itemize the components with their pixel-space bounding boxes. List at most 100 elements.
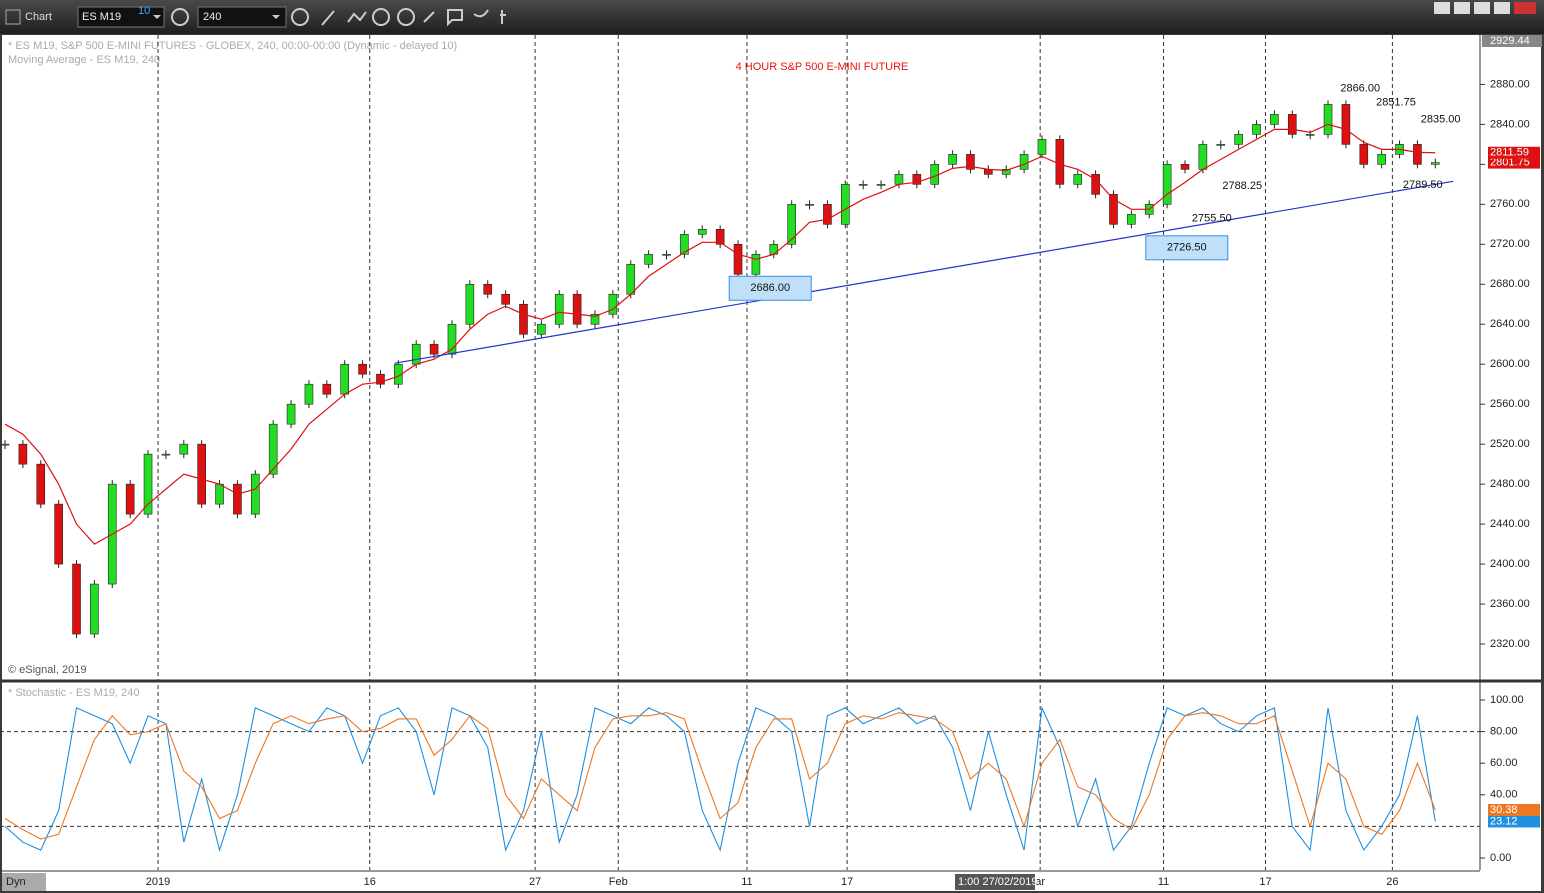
y-tick-label: 0.00 bbox=[1490, 852, 1511, 864]
annotation: 2866.00 bbox=[1340, 82, 1380, 94]
candle bbox=[376, 373, 385, 385]
candle bbox=[590, 313, 600, 325]
candle bbox=[429, 343, 439, 355]
last-value-label: 2801.75 bbox=[1490, 157, 1530, 169]
candle bbox=[1431, 162, 1440, 165]
symbol: ES M19 bbox=[82, 11, 121, 23]
chart-title: 4 HOUR S&P 500 E-MINI FUTURE bbox=[736, 61, 909, 73]
candle bbox=[143, 453, 153, 515]
candle bbox=[358, 363, 367, 375]
candle bbox=[197, 443, 206, 505]
annotation: 2851.75 bbox=[1376, 97, 1416, 109]
clock-icon[interactable] bbox=[291, 8, 309, 26]
candle bbox=[841, 184, 850, 225]
candle bbox=[1323, 104, 1333, 135]
candle bbox=[1413, 144, 1422, 165]
candle bbox=[554, 293, 564, 325]
y-tick-label: 2600.00 bbox=[1490, 358, 1530, 370]
candle bbox=[697, 229, 707, 235]
candle bbox=[233, 483, 242, 515]
minimize-button[interactable] bbox=[1474, 2, 1490, 14]
annotation: 2835.00 bbox=[1421, 113, 1461, 125]
stochastic-line bbox=[4, 712, 1436, 840]
last-value-label: 23.12 bbox=[1490, 815, 1518, 827]
alert-icon[interactable] bbox=[397, 8, 415, 26]
candle bbox=[1198, 144, 1208, 170]
candle bbox=[322, 383, 332, 395]
y-tick-label: 2560.00 bbox=[1490, 398, 1530, 410]
annotation-box bbox=[728, 275, 812, 301]
candle bbox=[1127, 214, 1136, 225]
top-marker-box bbox=[1482, 35, 1542, 47]
x-tick-label: 27 bbox=[529, 876, 541, 888]
dropdown-arrow[interactable] bbox=[272, 15, 280, 19]
x-tick-label: 11 bbox=[741, 876, 752, 888]
candle bbox=[948, 154, 957, 165]
candle bbox=[626, 263, 636, 295]
stochastic-line bbox=[4, 705, 1436, 853]
y-tick-label: 60.00 bbox=[1490, 757, 1518, 769]
candle bbox=[215, 483, 224, 505]
candle bbox=[36, 463, 46, 505]
candle bbox=[787, 204, 796, 245]
stochastic-legend: * Stochastic - ES M19, 240 bbox=[8, 687, 139, 699]
settings-icon[interactable] bbox=[171, 8, 189, 26]
candle bbox=[644, 253, 653, 265]
candle bbox=[715, 229, 725, 245]
x-tick-label: Feb bbox=[609, 876, 628, 888]
candle bbox=[179, 443, 189, 455]
candle bbox=[823, 204, 832, 225]
symbol-box[interactable] bbox=[77, 6, 165, 28]
link-button[interactable] bbox=[1454, 2, 1470, 14]
candle bbox=[72, 563, 81, 635]
chart-icon bbox=[5, 9, 21, 25]
y-tick-label: 2480.00 bbox=[1490, 478, 1530, 490]
play-icon[interactable] bbox=[372, 8, 390, 26]
candle bbox=[1162, 164, 1172, 205]
restore-button[interactable] bbox=[1494, 2, 1510, 14]
x-tick-label: 11 bbox=[1158, 876, 1169, 888]
interval: 240 bbox=[203, 11, 221, 23]
annotation: 2726.50 bbox=[1167, 242, 1207, 254]
draw-icons[interactable] bbox=[321, 10, 367, 26]
moving-average bbox=[4, 123, 1436, 545]
help-button[interactable] bbox=[1434, 2, 1450, 14]
last-value-box bbox=[1488, 815, 1540, 828]
candle bbox=[912, 174, 922, 185]
y-tick-label: 2520.00 bbox=[1490, 438, 1530, 450]
dropdown-arrow[interactable] bbox=[153, 15, 161, 19]
candle bbox=[161, 453, 171, 456]
candle bbox=[18, 443, 28, 465]
candle bbox=[930, 164, 939, 185]
y-tick-label: 2400.00 bbox=[1490, 558, 1530, 570]
annotation: 2686.00 bbox=[750, 282, 790, 294]
symbol-badge: 10 bbox=[138, 5, 150, 17]
candle bbox=[1055, 139, 1065, 185]
legend-line: Moving Average - ES M19, 240 bbox=[8, 54, 160, 66]
share-icons[interactable] bbox=[423, 9, 506, 27]
candle bbox=[304, 383, 314, 405]
x-tick-label: 17 bbox=[1259, 876, 1271, 888]
candle bbox=[537, 323, 546, 335]
candle bbox=[1270, 114, 1279, 125]
candle bbox=[572, 293, 582, 325]
candle bbox=[1216, 144, 1226, 146]
status-box[interactable] bbox=[2, 873, 46, 891]
candle bbox=[519, 303, 528, 335]
candle bbox=[1252, 124, 1261, 135]
candle bbox=[751, 253, 761, 275]
candle bbox=[805, 204, 814, 206]
close-button[interactable] bbox=[1514, 2, 1536, 14]
annotation: 2789.50 bbox=[1403, 179, 1443, 191]
y-tick-label: 2320.00 bbox=[1490, 638, 1530, 650]
candle bbox=[411, 343, 421, 365]
candle bbox=[483, 283, 493, 295]
y-tick-label: 2840.00 bbox=[1490, 118, 1530, 130]
candle bbox=[1305, 134, 1315, 136]
interval-box[interactable] bbox=[197, 6, 287, 28]
candle bbox=[876, 184, 886, 186]
candle bbox=[680, 234, 689, 255]
candle bbox=[1180, 164, 1190, 170]
candle bbox=[662, 253, 671, 256]
chart-area bbox=[2, 35, 1541, 891]
